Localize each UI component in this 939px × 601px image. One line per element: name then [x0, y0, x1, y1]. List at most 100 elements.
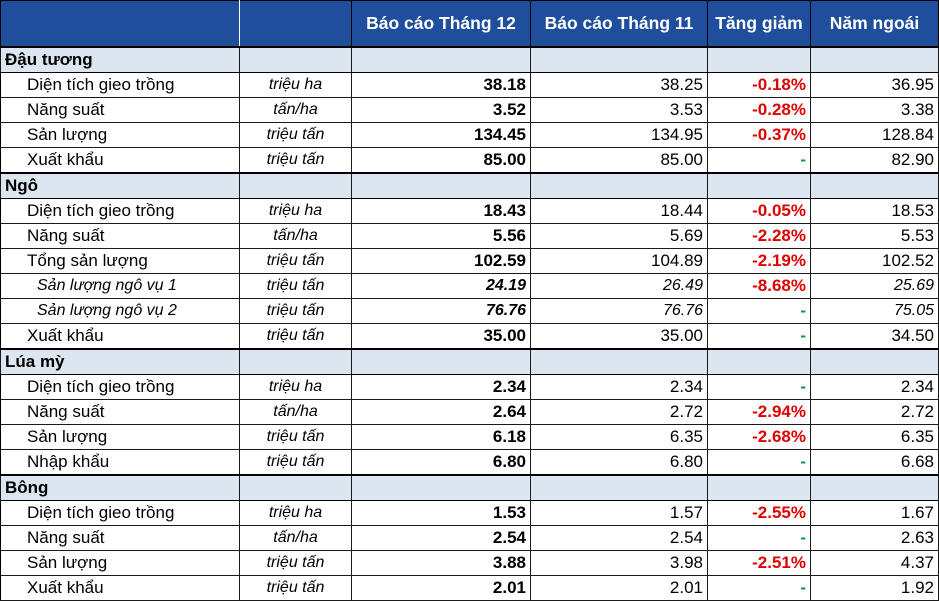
row-last-year-value: 2.34	[810, 374, 939, 400]
row-current-value: 76.76	[351, 298, 531, 324]
row-previous-value: 3.98	[530, 550, 708, 576]
row-label: Xuất khẩu	[0, 147, 240, 174]
row-unit: triệu ha	[239, 374, 352, 400]
header-report-current: Báo cáo Tháng 12	[351, 0, 531, 48]
row-change-value: -2.94%	[707, 399, 811, 425]
row-last-year-value: 3.38	[810, 97, 939, 123]
row-unit: triệu tấn	[239, 122, 352, 148]
row-current-value: 134.45	[351, 122, 531, 148]
table-row: Sản lượng ngô vụ 2 triệu tấn 76.76 76.76-75…	[0, 298, 939, 324]
header-blank-name	[0, 0, 240, 48]
group-empty-cell	[530, 348, 708, 375]
table-row: Sản lượng triệu tấn 6.18 6.35 -2.68% 6.35	[0, 424, 939, 450]
row-current-value: 102.59	[351, 248, 531, 274]
header-blank-unit	[239, 0, 352, 48]
row-label: Năng suất	[0, 399, 240, 425]
row-last-year-value: 102.52	[810, 248, 939, 274]
row-label: Xuất khẩu	[0, 323, 240, 350]
table-row: Năng suất tấn/ha 2.54 2.54-2.63	[0, 525, 939, 551]
row-current-value: 18.43	[351, 198, 531, 224]
table-row: Sản lượng ngô vụ 1 triệu tấn 24.19 26.49 -8.…	[0, 273, 939, 299]
table-row: Xuất khẩu triệu tấn 35.00 35.00-34.50	[0, 323, 939, 350]
row-change-value: -2.51%	[707, 550, 811, 576]
row-change-value: -	[707, 298, 811, 324]
row-previous-value: 2.54	[530, 525, 708, 551]
row-last-year-value: 18.53	[810, 198, 939, 224]
row-previous-value: 2.72	[530, 399, 708, 425]
row-change-value: -	[707, 449, 811, 476]
row-change-value: -	[707, 323, 811, 350]
row-current-value: 6.80	[351, 449, 531, 476]
row-label: Sản lượng	[0, 122, 240, 148]
row-unit: triệu tấn	[239, 147, 352, 174]
row-previous-value: 38.25	[530, 72, 708, 98]
group-empty-cell	[351, 348, 531, 375]
row-last-year-value: 34.50	[810, 323, 939, 350]
row-current-value: 35.00	[351, 323, 531, 350]
group-empty-cell	[239, 474, 352, 501]
row-change-value: -2.28%	[707, 223, 811, 249]
group-name: Đậu tương	[0, 46, 240, 73]
row-previous-value: 5.69	[530, 223, 708, 249]
row-last-year-value: 1.67	[810, 500, 939, 526]
table-row: Năng suất tấn/ha 3.52 3.53 -0.28% 3.38	[0, 97, 939, 123]
row-previous-value: 85.00	[530, 147, 708, 174]
table-row: Tổng sản lượng triệu tấn 102.59 104.89 -2.19…	[0, 248, 939, 274]
row-current-value: 3.88	[351, 550, 531, 576]
group-empty-cell	[707, 46, 811, 73]
table-row: Diện tích gieo trồng triệu ha 1.53 1.57 -2.5…	[0, 500, 939, 526]
group-empty-cell	[810, 348, 939, 375]
row-label: Diện tích gieo trồng	[0, 500, 240, 526]
row-change-value: -8.68%	[707, 273, 811, 299]
row-last-year-value: 6.35	[810, 424, 939, 450]
row-label: Sản lượng	[0, 424, 240, 450]
group-name: Bông	[0, 474, 240, 501]
header-change: Tăng giảm	[707, 0, 811, 48]
row-current-value: 38.18	[351, 72, 531, 98]
row-previous-value: 134.95	[530, 122, 708, 148]
row-unit: triệu tấn	[239, 273, 352, 299]
table-row: Diện tích gieo trồng triệu ha 2.34 2.34-2.3…	[0, 374, 939, 400]
row-last-year-value: 82.90	[810, 147, 939, 174]
row-unit: triệu tấn	[239, 248, 352, 274]
row-unit: triệu ha	[239, 72, 352, 98]
row-last-year-value: 2.63	[810, 525, 939, 551]
row-current-value: 85.00	[351, 147, 531, 174]
row-unit: triệu tấn	[239, 323, 352, 350]
group-empty-cell	[530, 474, 708, 501]
row-unit: triệu tấn	[239, 298, 352, 324]
group-empty-cell	[707, 474, 811, 501]
row-current-value: 2.34	[351, 374, 531, 400]
group-empty-cell	[530, 172, 708, 199]
row-unit: tấn/ha	[239, 97, 352, 123]
table-row: Nhập khẩu triệu tấn 6.80 6.80-6.68	[0, 449, 939, 476]
group-empty-cell	[707, 348, 811, 375]
table-row: Sản lượng triệu tấn 134.45 134.95 -0.37% 128.…	[0, 122, 939, 148]
row-label: Năng suất	[0, 97, 240, 123]
row-previous-value: 18.44	[530, 198, 708, 224]
row-change-value: -	[707, 525, 811, 551]
group-empty-cell	[707, 172, 811, 199]
row-change-value: -2.55%	[707, 500, 811, 526]
group-name: Ngô	[0, 172, 240, 199]
row-previous-value: 3.53	[530, 97, 708, 123]
row-current-value: 1.53	[351, 500, 531, 526]
row-previous-value: 104.89	[530, 248, 708, 274]
row-label: Diện tích gieo trồng	[0, 374, 240, 400]
row-unit: triệu ha	[239, 198, 352, 224]
row-label: Năng suất	[0, 525, 240, 551]
group-empty-cell	[810, 172, 939, 199]
row-last-year-value: 36.95	[810, 72, 939, 98]
row-change-value: -0.05%	[707, 198, 811, 224]
group-row: Ngô	[0, 172, 939, 199]
row-last-year-value: 25.69	[810, 273, 939, 299]
row-current-value: 24.19	[351, 273, 531, 299]
row-label: Sản lượng ngô vụ 1	[0, 273, 240, 299]
row-label: Tổng sản lượng	[0, 248, 240, 274]
group-empty-cell	[351, 172, 531, 199]
row-label: Năng suất	[0, 223, 240, 249]
row-label: Sản lượng	[0, 550, 240, 576]
row-unit: triệu tấn	[239, 550, 352, 576]
group-empty-cell	[239, 172, 352, 199]
group-empty-cell	[239, 46, 352, 73]
